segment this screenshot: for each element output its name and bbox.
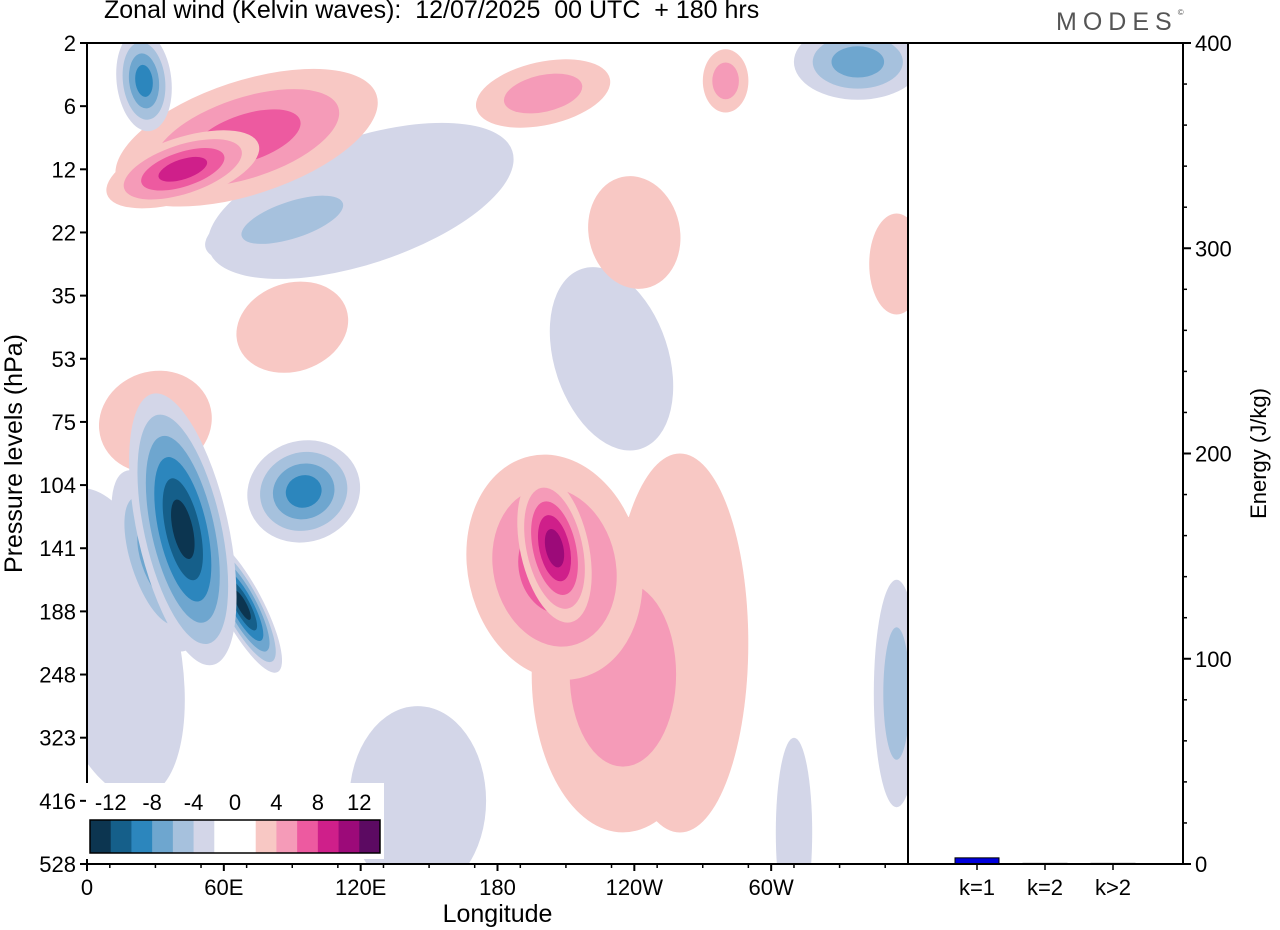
energy-axes: 0 100 200 300 400 Energy (J/kg): [907, 31, 1271, 877]
energy-axis-label: Energy (J/kg): [1246, 388, 1271, 519]
contour-blob-neg: [549, 267, 674, 451]
y-tick-label: 416: [39, 789, 76, 814]
colorbar-label: 4: [270, 790, 282, 815]
energy-category-label: k=2: [1027, 875, 1063, 900]
modes-logo: MODES©: [1056, 8, 1184, 37]
contour-blob-pos: [503, 73, 583, 114]
contour-blob-pos: [544, 528, 565, 568]
colorbar-swatch: [193, 820, 215, 853]
contour-blob-neg: [883, 627, 908, 760]
colorbar-frame: [89, 819, 381, 854]
y-tick-label: 188: [39, 599, 76, 624]
y-tick-label: 22: [52, 220, 76, 245]
energy-category-label: k=1: [959, 875, 995, 900]
x-tick-label: 0: [81, 875, 93, 900]
contour-blob-pos: [236, 281, 349, 373]
contour-blob-neg: [171, 499, 195, 560]
y-tick-label: 248: [39, 663, 76, 688]
colorbar-swatch: [359, 820, 381, 853]
energy-tick-label: 200: [1195, 442, 1232, 467]
x-tick-label: 180: [479, 875, 516, 900]
contour-blob-pos: [712, 62, 739, 100]
logo-mark: ©: [1177, 8, 1184, 17]
colorbar-label: 0: [229, 790, 241, 815]
y-tick-label: 75: [52, 410, 76, 435]
colorbar-swatch: [255, 820, 277, 853]
contour-blob-pos: [869, 213, 908, 315]
x-axis-label: Longitude: [443, 900, 553, 928]
y-tick-label: 53: [52, 347, 76, 372]
colorbar-swatch: [110, 820, 132, 853]
colorbar-label: -12: [95, 790, 127, 815]
y-tick-label: 6: [64, 94, 76, 119]
x-tick-label: 60W: [749, 875, 794, 900]
colorbar-swatch: [276, 820, 298, 853]
x-tick-label: 120W: [606, 875, 664, 900]
colorbar-label: -8: [142, 790, 162, 815]
logo-text: MODES: [1056, 8, 1178, 36]
colorbar-swatch: [90, 820, 112, 853]
contour-blob-neg: [775, 737, 813, 864]
colorbar-label: 12: [347, 790, 371, 815]
energy-bar-chart: k=1 k=2 k>2: [954, 857, 1136, 900]
x-tick-label: 60E: [204, 875, 243, 900]
contour-blob-pos: [158, 156, 208, 182]
y-tick-label: 35: [52, 284, 76, 309]
colorbar-label: 8: [312, 790, 324, 815]
colorbar-swatch: [172, 820, 195, 853]
colorbar-swatch: [338, 820, 360, 853]
x-tick-label: 120E: [335, 875, 386, 900]
colorbar-swatch: [317, 820, 340, 853]
contour-blob-neg: [241, 195, 344, 244]
y-tick-label: 323: [39, 726, 76, 751]
contour-blob-neg: [831, 46, 885, 78]
energy-tick-label: 400: [1195, 31, 1232, 56]
energy-category-label: k>2: [1095, 875, 1131, 900]
colorbar: -12 -8 -4 0 4 8 12: [86, 783, 384, 859]
colorbar-swatch: [131, 820, 153, 853]
y-tick-label: 104: [39, 473, 76, 498]
contour-blob-pos: [588, 176, 681, 289]
colorbar-swatch: [297, 820, 319, 853]
y-tick-label: 141: [39, 536, 76, 561]
colorbar-swatch: [235, 820, 257, 853]
y-axis-label: Pressure levels (hPa): [0, 334, 28, 573]
contour-blob-neg: [285, 475, 322, 508]
contour-blob-neg: [135, 64, 153, 97]
colorbar-swatch: [152, 820, 174, 853]
heatmap-plot: [87, 43, 908, 864]
energy-tick-label: 0: [1195, 852, 1207, 877]
y-tick-label: 2: [64, 31, 76, 56]
y-tick-label: 528: [39, 852, 76, 877]
colorbar-label: -4: [184, 790, 204, 815]
chart-title: Zonal wind (Kelvin waves): 12/07/2025 00…: [104, 0, 760, 24]
energy-tick-label: 300: [1195, 236, 1232, 261]
colorbar-swatch: [214, 820, 236, 853]
contour-blob-neg: [233, 590, 251, 620]
energy-tick-label: 100: [1195, 647, 1232, 672]
y-tick-label: 12: [52, 157, 76, 182]
